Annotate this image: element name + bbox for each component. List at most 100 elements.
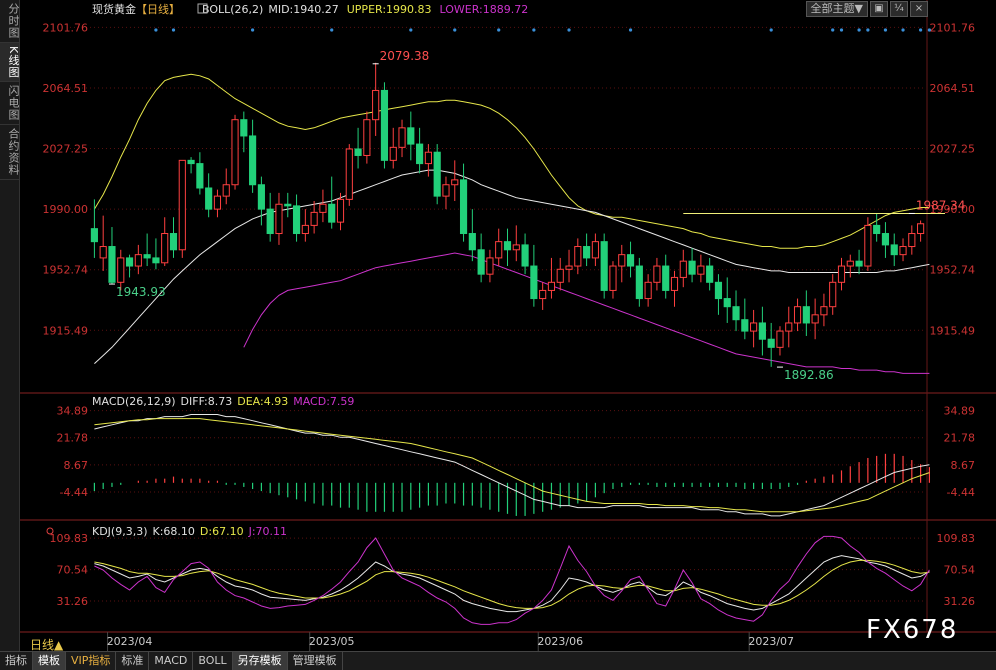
ytick-left: 2101.76	[43, 21, 89, 34]
event-dot	[628, 28, 633, 32]
period-selector[interactable]: 日线▲	[30, 638, 64, 652]
candle	[521, 244, 529, 267]
bottom-tab[interactable]: 另存模板	[232, 652, 288, 670]
price-annotation: 2079.38	[380, 49, 430, 63]
candle	[196, 163, 204, 189]
candle	[416, 143, 424, 165]
close-icon[interactable]: ×	[910, 1, 928, 17]
boll-lower-line	[243, 252, 930, 374]
bottom-tab[interactable]: 指标	[0, 652, 33, 670]
legend-item: 【日线】	[136, 2, 180, 16]
ytick-left: 1915.49	[43, 324, 89, 337]
macd-ytick-right: 34.89	[944, 405, 976, 418]
legend-item: DEA:4.93	[237, 395, 288, 408]
candle	[292, 205, 301, 235]
legend-item: J:70.11	[248, 525, 287, 538]
candle	[565, 265, 573, 270]
candle	[785, 322, 793, 332]
event-dot	[927, 28, 931, 32]
candle	[222, 184, 230, 197]
candle	[117, 257, 125, 283]
event-dot	[831, 28, 835, 32]
ytick-left: 1952.74	[43, 264, 89, 277]
bottom-tab[interactable]: BOLL	[193, 652, 233, 670]
event-dot	[497, 28, 501, 32]
kdj-d-line	[94, 559, 930, 609]
candle	[328, 203, 336, 223]
price-annotation: 1892.86	[784, 368, 834, 382]
candle	[917, 223, 925, 235]
bottom-tab[interactable]: 管理模板	[288, 652, 343, 670]
legend-item: MID:1940.27	[268, 3, 338, 16]
window-icon[interactable]: ▣	[870, 1, 888, 17]
candle	[90, 228, 98, 243]
kdj-j-line	[94, 535, 930, 625]
candle	[908, 233, 916, 248]
candle	[363, 119, 371, 156]
ytick-right: 2064.51	[930, 82, 976, 95]
candle	[793, 306, 802, 324]
candle	[319, 203, 327, 213]
boll-mid-line	[94, 169, 930, 364]
bottom-tab[interactable]: 模板	[33, 652, 66, 670]
candle	[662, 265, 670, 291]
quarter-icon[interactable]: ¼	[890, 1, 908, 17]
sidebar-tab[interactable]: 合约资料	[0, 125, 20, 181]
candle	[539, 289, 547, 300]
candle	[530, 265, 538, 300]
candle	[380, 89, 389, 161]
candle	[486, 257, 494, 275]
event-dot	[857, 28, 861, 32]
candle	[688, 260, 696, 275]
candle	[741, 319, 749, 332]
sidebar-tab[interactable]: K线图	[0, 43, 20, 83]
candle	[310, 211, 318, 226]
chart-background	[20, 0, 996, 651]
candle	[213, 195, 222, 210]
candle	[653, 265, 661, 283]
candle	[873, 224, 881, 235]
candle	[758, 322, 766, 340]
event-dot	[532, 28, 536, 32]
candle	[776, 330, 784, 348]
kdj-k-line	[94, 555, 930, 613]
kdj-ytick-left: 31.26	[57, 595, 89, 608]
candle	[697, 265, 705, 275]
kdj-ytick-right: 70.54	[944, 564, 976, 577]
bottom-tab[interactable]: MACD	[149, 652, 194, 670]
ytick-right: 1990.00	[930, 203, 976, 216]
candle	[679, 260, 687, 278]
event-dot	[251, 28, 255, 32]
candle	[556, 268, 564, 283]
bottom-tab[interactable]: 标准	[116, 652, 150, 670]
sidebar-tab[interactable]: 闪电图	[0, 82, 20, 126]
event-dot	[171, 28, 176, 32]
candle	[389, 146, 397, 161]
legend-item: UPPER:1990.83	[347, 3, 432, 16]
bottom-tab[interactable]: VIP指标	[66, 652, 117, 670]
event-dot	[866, 28, 870, 32]
xtick-label: 2023/05	[309, 635, 355, 648]
kdj-ytick-left: 109.83	[50, 532, 89, 545]
candle	[899, 246, 907, 256]
candle	[231, 119, 239, 186]
event-dot	[409, 28, 413, 32]
candle	[583, 246, 591, 259]
legend-item: MACD:7.59	[293, 395, 354, 408]
event-dot	[154, 28, 158, 32]
candle	[512, 244, 520, 251]
theme-select[interactable]: 全部主题▼	[805, 1, 868, 17]
event-dot	[901, 28, 905, 32]
candle	[152, 257, 160, 264]
macd-ytick-left: -4.44	[60, 486, 88, 499]
candle	[134, 254, 142, 267]
xtick-label: 2023/04	[107, 635, 153, 648]
candle	[837, 265, 846, 283]
candle	[732, 306, 740, 321]
macd-ytick-right: -4.44	[947, 486, 975, 499]
sidebar-tab[interactable]: 分时图	[0, 0, 20, 43]
candle	[284, 203, 292, 207]
candle	[644, 281, 652, 300]
kdj-ytick-right: 109.83	[937, 532, 976, 545]
boll-upper-line	[93, 73, 930, 249]
